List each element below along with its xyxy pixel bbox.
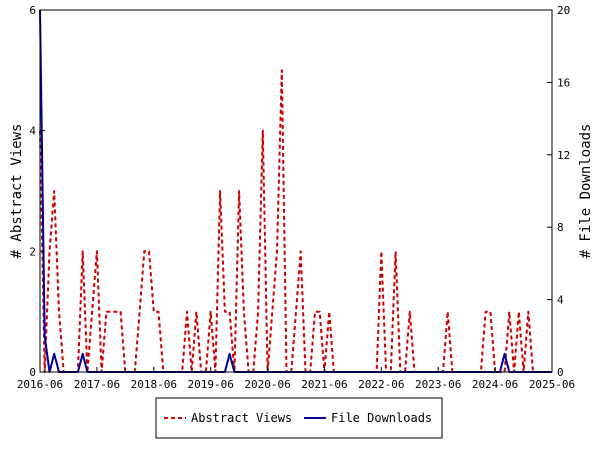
- y-left-tick-label: 4: [29, 125, 36, 138]
- legend: Abstract Views File Downloads: [155, 397, 443, 439]
- y-axis-right: 0 4 8 12 16 20: [547, 4, 570, 379]
- y-right-tick-label: 12: [557, 149, 570, 162]
- x-axis: 2016-06 2017-06 2018-06 2019-06 2020-06 2021-…: [17, 367, 575, 391]
- legend-box: [155, 397, 443, 439]
- y-left-tick-label: 6: [29, 4, 36, 17]
- y-left-tick-label: 2: [29, 245, 36, 258]
- series-line-abstract-views: [39, 69, 548, 373]
- x-tick-label: 2016-06: [17, 378, 63, 391]
- series-line-file-downloads: [39, 9, 552, 373]
- x-tick-label: 2017-06: [74, 378, 120, 391]
- y-right-tick-label: 0: [557, 366, 564, 379]
- legend-label-file-downloads: File Downloads: [331, 411, 432, 425]
- y-right-tick-label: 8: [557, 221, 564, 234]
- y-right-tick-label: 4: [557, 294, 564, 307]
- x-tick-label: 2023-06: [415, 378, 461, 391]
- x-tick-label: 2019-06: [187, 378, 233, 391]
- plot-frame: [39, 9, 553, 373]
- x-tick-label: 2021-06: [301, 378, 347, 391]
- x-tick-label: 2025-06: [529, 378, 575, 391]
- y-right-tick-label: 20: [557, 4, 570, 17]
- y-left-tick-label: 0: [29, 366, 36, 379]
- x-tick-label: 2020-06: [244, 378, 290, 391]
- y-axis-left: 0 2 4 6: [29, 4, 45, 379]
- x-tick-label: 2024-06: [472, 378, 518, 391]
- legend-label-abstract-views: Abstract Views: [191, 411, 292, 425]
- x-tick-label: 2018-06: [131, 378, 177, 391]
- y-right-tick-label: 16: [557, 76, 570, 89]
- y-axis-left-title: # Abstract Views: [9, 124, 25, 259]
- plot-marks: [39, 9, 552, 373]
- y-axis-right-title: # File Downloads: [578, 124, 594, 259]
- x-tick-label: 2022-06: [358, 378, 404, 391]
